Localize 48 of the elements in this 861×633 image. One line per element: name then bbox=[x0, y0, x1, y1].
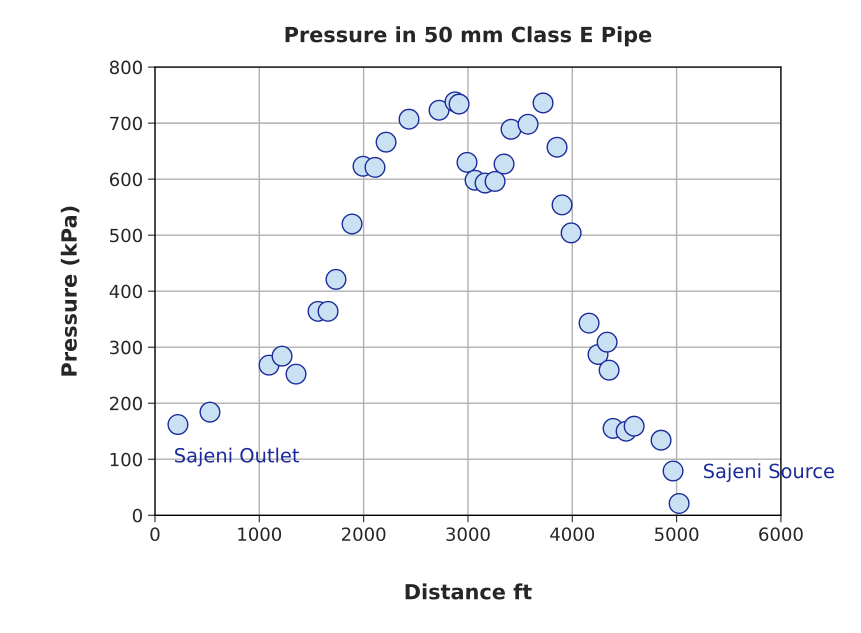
chart-title: Pressure in 50 mm Class E Pipe bbox=[286, 26, 652, 46]
point bbox=[494, 154, 515, 175]
y-tick-label: 400 bbox=[110, 284, 142, 298]
point bbox=[286, 364, 307, 385]
x-tick-label: 1000 bbox=[238, 527, 282, 542]
point bbox=[500, 118, 522, 140]
y-tick-label: 0 bbox=[132, 508, 142, 522]
point bbox=[398, 108, 420, 130]
point bbox=[532, 92, 554, 114]
point bbox=[456, 152, 478, 173]
point bbox=[578, 312, 600, 334]
y-tick-label: 600 bbox=[110, 172, 142, 186]
y-axis-title: Pressure (kPa) bbox=[60, 206, 80, 376]
point bbox=[518, 114, 539, 135]
point bbox=[325, 268, 346, 290]
point bbox=[448, 94, 470, 115]
point bbox=[199, 402, 220, 423]
x-tick-label: 6000 bbox=[759, 527, 803, 542]
y-tick-label: 700 bbox=[110, 116, 142, 130]
y-tick-label: 500 bbox=[110, 228, 142, 242]
point bbox=[546, 136, 568, 158]
point bbox=[318, 300, 339, 322]
y-tick-label: 800 bbox=[110, 60, 142, 74]
point bbox=[668, 492, 690, 514]
y-tick-label: 300 bbox=[110, 340, 142, 354]
y-tick-label: 200 bbox=[110, 396, 142, 410]
point bbox=[650, 430, 672, 451]
x-axis-title: Distance ft bbox=[406, 583, 532, 600]
y-tick-label: 100 bbox=[110, 452, 142, 466]
annotation: Sajeni Outlet bbox=[175, 448, 300, 466]
point bbox=[624, 416, 645, 437]
point bbox=[167, 414, 188, 436]
x-tick-label: 3000 bbox=[446, 527, 490, 542]
point bbox=[596, 332, 618, 353]
point bbox=[376, 132, 397, 153]
point bbox=[342, 213, 363, 234]
point bbox=[662, 460, 684, 482]
x-tick-label: 4000 bbox=[550, 527, 594, 542]
point bbox=[552, 194, 573, 216]
x-tick-label: 5000 bbox=[655, 527, 698, 542]
x-tick-label: 0 bbox=[150, 527, 160, 542]
point bbox=[364, 156, 386, 178]
x-tick-label: 2000 bbox=[342, 527, 386, 542]
point bbox=[484, 170, 506, 192]
point bbox=[428, 100, 450, 121]
point bbox=[598, 360, 620, 381]
point bbox=[560, 222, 582, 244]
point bbox=[272, 346, 293, 367]
